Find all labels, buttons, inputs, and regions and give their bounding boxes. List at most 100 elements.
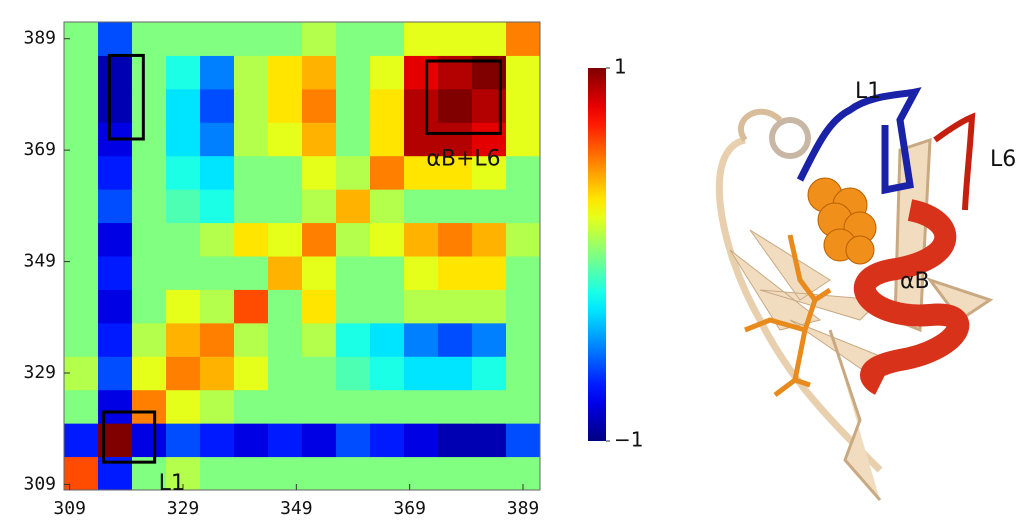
heatmap-cell — [438, 356, 473, 391]
heatmap-cell — [404, 189, 439, 224]
heatmap-cell — [404, 322, 439, 357]
heatmap-cell — [64, 423, 99, 458]
heatmap-cell — [336, 222, 371, 257]
colorbar — [588, 68, 606, 441]
heatmap-cell — [472, 289, 507, 324]
heatmap-cell — [506, 423, 541, 458]
heatmap-cell — [234, 155, 269, 190]
heatmap-cell — [302, 122, 337, 157]
heatmap-cell — [506, 88, 541, 123]
heatmap-cell — [302, 456, 337, 491]
heatmap-cell — [98, 88, 133, 123]
heatmap-cell — [506, 55, 541, 90]
heatmap-cell — [132, 22, 167, 56]
heatmap-cell — [234, 289, 269, 324]
heatmap-cell — [200, 356, 235, 391]
heatmap-cell — [438, 389, 473, 424]
heatmap-cell — [438, 222, 473, 257]
heatmap-cell — [336, 456, 371, 491]
heatmap-cell — [200, 389, 235, 424]
heatmap-cell — [64, 222, 99, 257]
heatmap-cell — [336, 356, 371, 391]
heatmap-cell — [200, 155, 235, 190]
heatmap-cell — [200, 222, 235, 257]
heatmap-cell — [268, 423, 303, 458]
heatmap-cell — [404, 122, 439, 157]
heatmap-cell — [370, 289, 405, 324]
heatmap-cell — [64, 189, 99, 224]
heatmap-cell — [370, 88, 405, 123]
heatmap-cell — [200, 88, 235, 123]
heatmap-cell — [268, 389, 303, 424]
heatmap-cell — [404, 423, 439, 458]
heatmap-cell — [302, 55, 337, 90]
heatmap-cell — [370, 256, 405, 290]
heatmap-cell — [438, 289, 473, 324]
heatmap-cell — [166, 155, 201, 190]
heatmap-cell — [234, 22, 269, 56]
heatmap-cell — [132, 88, 167, 123]
heatmap-cell — [268, 289, 303, 324]
heatmap-cell — [268, 356, 303, 391]
y-tick-label: 389 — [23, 28, 56, 49]
heatmap-cell — [234, 222, 269, 257]
heatmap-cell — [302, 256, 337, 290]
heatmap-cell — [302, 289, 337, 324]
heatmap-cell — [336, 322, 371, 357]
heatmap-cell — [166, 189, 201, 224]
heatmap-cell — [506, 289, 541, 324]
heatmap-cell — [234, 55, 269, 90]
heatmap-cell — [132, 389, 167, 424]
heatmap-cell — [370, 423, 405, 458]
heatmap-cell — [336, 189, 371, 224]
heatmap-cell — [98, 356, 133, 391]
heatmap-cell — [506, 155, 541, 190]
annotation-box — [107, 53, 145, 141]
heatmap-cell — [234, 356, 269, 391]
heatmap-cell — [268, 88, 303, 123]
loop-l6 — [933, 112, 976, 211]
x-tick-label: 309 — [53, 498, 86, 519]
heatmap-cell — [166, 256, 201, 290]
heatmap-cell — [438, 88, 473, 123]
heatmap-cell — [472, 256, 507, 290]
annotation-label: αB+L6 — [426, 146, 500, 171]
heatmap-cell — [98, 222, 133, 257]
heatmap-cell — [166, 389, 201, 424]
heatmap-cell — [268, 189, 303, 224]
heatmap-cell — [132, 189, 167, 224]
heatmap-cell — [64, 88, 99, 123]
heatmap-cell — [472, 22, 507, 56]
heatmap-cell — [506, 189, 541, 224]
heatmap-cell — [98, 322, 133, 357]
heatmap-cell — [506, 122, 541, 157]
heatmap-cell — [370, 55, 405, 90]
x-tick-label: 369 — [393, 498, 426, 519]
heatmap-cell — [268, 222, 303, 257]
heatmap-cell — [234, 88, 269, 123]
ligand-sticks — [744, 234, 832, 397]
x-tick-label: 329 — [167, 498, 200, 519]
heatmap-cell — [200, 189, 235, 224]
heatmap-cell — [302, 22, 337, 56]
heatmap-cell — [234, 189, 269, 224]
heatmap-cell — [404, 88, 439, 123]
heatmap-cell — [404, 389, 439, 424]
heatmap-cell — [200, 289, 235, 324]
heatmap-cell — [472, 456, 507, 491]
heatmap-cell — [472, 155, 507, 190]
colorbar-label: −1 — [614, 428, 643, 452]
heatmap-cell — [98, 155, 133, 190]
heatmap-cell — [64, 122, 99, 157]
y-tick-label: 349 — [23, 251, 56, 272]
heatmap-cell — [132, 222, 167, 257]
heatmap-cell — [268, 256, 303, 290]
heatmap-cell — [506, 222, 541, 257]
heatmap-cell — [268, 155, 303, 190]
heatmap-cell — [370, 356, 405, 391]
heatmap-cell — [302, 356, 337, 391]
heatmap-cell — [98, 256, 133, 290]
helix-ab — [853, 199, 970, 395]
heatmap-cell — [98, 289, 133, 324]
heatmap-cell — [438, 22, 473, 56]
